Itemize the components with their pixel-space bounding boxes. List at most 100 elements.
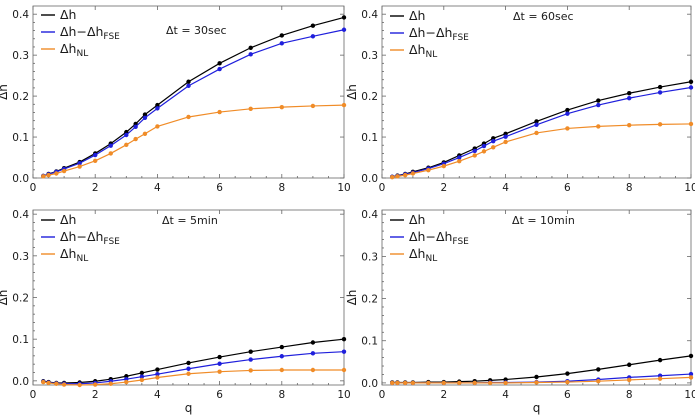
legend-label: Δh — [60, 7, 76, 22]
data-point — [596, 367, 601, 372]
legend-item-2: Δh−ΔhFSE — [390, 229, 469, 247]
series-line — [392, 123, 692, 178]
data-point — [565, 371, 570, 376]
y-tick-label: 0.3 — [361, 50, 378, 62]
legend-label: ΔhNL — [60, 41, 88, 59]
y-tick-label: 0.2 — [361, 91, 378, 103]
y-tick-label: 0.4 — [361, 9, 378, 21]
data-point — [481, 149, 487, 154]
series-line — [43, 16, 345, 177]
data-point — [426, 380, 431, 386]
data-point — [217, 109, 222, 115]
data-point — [186, 79, 191, 84]
y-axis-label: Δh — [345, 84, 359, 100]
data-point — [77, 161, 82, 166]
data-point — [217, 369, 222, 374]
series-line — [43, 369, 344, 386]
data-point — [186, 371, 191, 376]
legend-label: Δh — [409, 8, 425, 23]
series-line — [43, 29, 345, 177]
x-tick-label: 10 — [684, 182, 695, 194]
legend-label: Δh — [60, 212, 76, 227]
x-tick-label: 4 — [154, 389, 161, 401]
x-tick-label: 8 — [278, 182, 285, 194]
data-point — [503, 134, 508, 139]
legend-label: ΔhNL — [60, 246, 88, 264]
panel-annotation: Δt = 60sec — [513, 10, 574, 23]
data-point — [93, 152, 98, 158]
data-point — [627, 95, 632, 101]
data-point — [596, 98, 601, 103]
y-tick-label: 0.2 — [361, 294, 378, 306]
x-tick-label: 0 — [30, 389, 37, 401]
data-point — [688, 121, 694, 127]
data-point — [279, 41, 284, 46]
data-point — [155, 106, 160, 111]
legend-item-3: ΔhNL — [390, 42, 437, 60]
panel-annotation: Δt = 5min — [162, 214, 218, 227]
x-tick-label: 6 — [564, 182, 571, 194]
data-point — [472, 153, 477, 158]
data-point — [487, 380, 493, 386]
data-point — [481, 143, 487, 149]
data-point — [395, 174, 400, 179]
data-point — [596, 379, 601, 384]
series-line — [392, 355, 692, 384]
x-tick-label: 0 — [30, 182, 37, 194]
panel-annotation: Δt = 30sec — [166, 24, 227, 37]
data-point — [627, 377, 632, 383]
legend-item-1: Δh — [390, 212, 425, 227]
data-point — [124, 132, 129, 138]
data-point — [248, 45, 253, 50]
data-point — [310, 103, 316, 109]
data-point — [565, 126, 570, 131]
x-tick-label: 6 — [564, 389, 571, 401]
x-tick-label: 10 — [337, 182, 350, 194]
data-point — [402, 172, 408, 178]
data-point — [248, 357, 253, 362]
data-point — [139, 374, 145, 379]
data-point — [77, 164, 82, 169]
data-point — [410, 380, 416, 386]
x-tick-label: 4 — [502, 389, 509, 401]
y-tick-label: 0.0 — [12, 173, 29, 185]
data-point — [441, 380, 446, 386]
legend-item-2: Δh−ΔhFSE — [41, 24, 120, 42]
data-point — [46, 172, 51, 178]
data-point — [133, 136, 138, 142]
data-point — [93, 158, 98, 163]
data-point — [310, 367, 316, 373]
y-tick-label: 0.0 — [361, 378, 378, 390]
x-tick-label: 2 — [92, 182, 99, 194]
x-tick-label: 6 — [216, 389, 223, 401]
data-point — [341, 102, 347, 108]
series-1 — [41, 336, 347, 386]
data-point — [441, 163, 446, 169]
data-point — [124, 379, 129, 385]
series-line — [43, 104, 345, 177]
data-point — [108, 143, 113, 148]
data-point — [627, 362, 632, 367]
x-tick-label: 0 — [379, 182, 386, 194]
y-axis-label: Δh — [0, 290, 10, 306]
data-point — [217, 66, 222, 72]
data-point — [389, 174, 395, 180]
y-tick-label: 0.1 — [12, 132, 29, 144]
y-tick-label: 0.4 — [12, 209, 29, 221]
legend-label: ΔhNL — [409, 246, 437, 264]
data-point — [41, 379, 46, 385]
series-3 — [41, 367, 347, 388]
data-point — [155, 102, 160, 108]
data-point — [657, 357, 663, 363]
data-point — [657, 376, 663, 381]
series-2 — [389, 85, 694, 179]
data-point — [688, 353, 694, 359]
x-tick-label: 2 — [92, 389, 99, 401]
data-point — [186, 114, 191, 120]
legend-item-2: Δh−ΔhFSE — [390, 25, 469, 43]
data-point — [155, 367, 160, 372]
data-point — [503, 139, 508, 145]
data-point — [534, 122, 539, 127]
